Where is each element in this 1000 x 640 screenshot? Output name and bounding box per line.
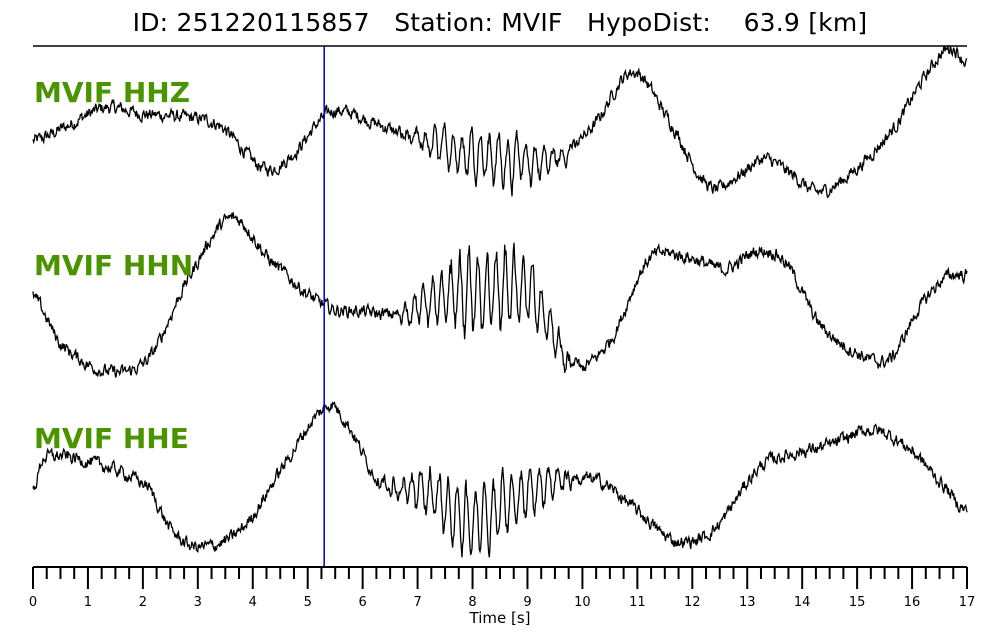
channel-label-mvif-hhn: MVIF HHN xyxy=(34,249,193,282)
x-tick-label: 14 xyxy=(794,595,811,610)
x-tick-label: 16 xyxy=(904,595,921,610)
time-axis: 0 1 2 3 4 5 6 7 8 9 10 11 12 13 14 15 16 17 xyxy=(29,566,976,610)
title-id-label: ID: xyxy=(132,8,169,37)
x-tick-label: 13 xyxy=(739,595,756,610)
x-tick-label: 7 xyxy=(413,595,421,610)
x-tick-label: 2 xyxy=(139,595,147,610)
x-axis-label: Time [s] xyxy=(469,609,531,627)
x-tick-label: 10 xyxy=(574,595,591,610)
chart-title: ID: 251220115857 Station: MVIF HypoDist:… xyxy=(0,8,1000,37)
x-tick-label: 3 xyxy=(194,595,202,610)
channel-label-mvif-hhz: MVIF HHZ xyxy=(34,76,190,109)
trace-mvif-hhn xyxy=(32,212,968,378)
x-tick-label: 11 xyxy=(629,595,646,610)
channel-label-mvif-hhe: MVIF HHE xyxy=(34,422,189,455)
title-id-value: 251220115857 xyxy=(176,8,370,37)
channel-labels-group: MVIF HHZ MVIF HHN MVIF HHE xyxy=(34,76,193,455)
x-tick-label: 8 xyxy=(468,595,476,610)
x-tick-label: 5 xyxy=(304,595,312,610)
x-tick-label: 17 xyxy=(959,595,976,610)
x-tick-label: 6 xyxy=(359,595,367,610)
title-station-value: MVIF xyxy=(501,8,563,37)
x-tick-label: 0 xyxy=(29,595,37,610)
x-tick-label: 9 xyxy=(523,595,531,610)
trace-mvif-hhz xyxy=(32,45,968,199)
title-hypodist-label: HypoDist: xyxy=(586,8,711,37)
x-tick-label: 12 xyxy=(684,595,701,610)
x-tick-label: 4 xyxy=(249,595,257,610)
title-hypodist-unit: [km] xyxy=(808,8,868,37)
traces-group xyxy=(32,45,968,558)
trace-mvif-hhe xyxy=(32,401,968,558)
x-tick-label: 1 xyxy=(84,595,92,610)
x-tick-label: 15 xyxy=(849,595,866,610)
title-station-label: Station: xyxy=(394,8,494,37)
title-hypodist-value: 63.9 xyxy=(743,8,801,37)
